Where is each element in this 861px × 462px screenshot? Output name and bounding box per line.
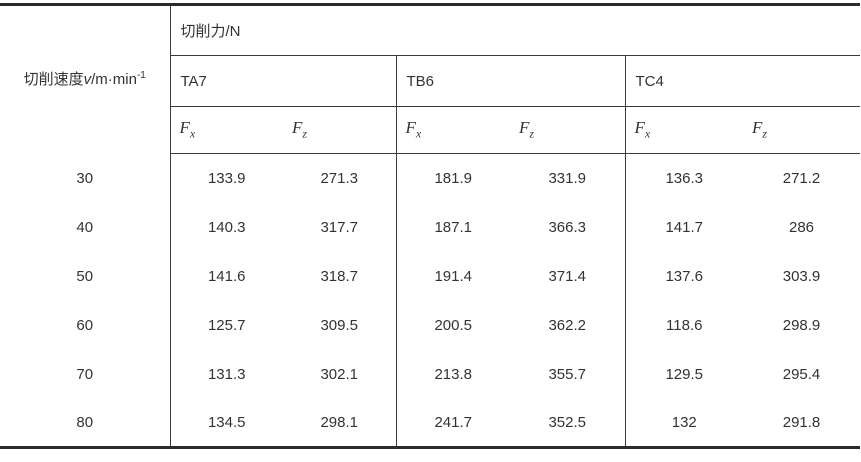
speed-header-cell: 切削速度v/m·min-1 (0, 4, 171, 154)
header-row-symbols: Fx Fz Fx Fz Fx Fz (0, 106, 861, 154)
ta7-fx-value: 134.5 (207, 413, 246, 431)
tb6-fz-value: 352.5 (548, 413, 587, 431)
tb6-fx-value: 191.4 (395, 251, 510, 301)
header-row-force: 切削速度v/m·min-1 切削力/N (0, 4, 861, 154)
tc4-fz-value: 303.9 (782, 267, 821, 285)
ta7-fx-value: 141.6 (207, 267, 246, 285)
tc4-fz-value: 295.4 (782, 365, 821, 383)
speed-exponent: -1 (136, 70, 146, 82)
fx-symbol-tb6: Fx (395, 106, 510, 154)
tb6-fx-value: 181.9 (395, 153, 510, 203)
tc4-fx-value: 141.7 (624, 202, 743, 252)
tb6-fx-value: 241.7 (395, 398, 510, 448)
speed-unit: /m·min (91, 71, 137, 89)
header-row-materials: TA7 TB6 TC4 (0, 55, 861, 107)
tb6-fz-value: 362.2 (548, 316, 587, 334)
speed-value: 50 (0, 251, 171, 301)
force-symbol: F (179, 118, 190, 138)
ta7-fz-value: 317.7 (320, 218, 359, 236)
material-header-tc4: TC4 (624, 55, 861, 107)
ta7-fx-value: 140.3 (207, 218, 246, 236)
table-row: 80 134.5 298.1 241.7 352.5 132 291.8 (0, 398, 860, 448)
table-row: 30 133.9 271.3 181.9 331.9 136.3 271.2 (0, 153, 860, 203)
speed-value: 70 (0, 349, 171, 399)
tb6-fz-value: 371.4 (548, 267, 587, 285)
tc4-fx-value: 118.6 (624, 300, 743, 350)
tc4-fz-value: 298.9 (782, 316, 821, 334)
subscript-x: x (189, 126, 196, 141)
material-header-tb6: TB6 (395, 55, 625, 107)
tb6-fx-value: 187.1 (395, 202, 510, 252)
fz-symbol-ta7: Fz (283, 106, 396, 154)
tc4-fz-value: 286 (788, 218, 815, 236)
fx-symbol-tc4: Fx (624, 106, 743, 154)
table-row: 40 140.3 317.7 187.1 366.3 141.7 286 (0, 202, 860, 252)
tb6-fx-value: 200.5 (395, 300, 510, 350)
tb6-fx-value: 213.8 (395, 349, 510, 399)
speed-value: 40 (0, 202, 171, 252)
tc4-fx-value: 136.3 (624, 153, 743, 203)
speed-variable: v (83, 71, 92, 89)
ta7-fx-value: 131.3 (207, 365, 246, 383)
subscript-x: x (644, 126, 651, 141)
subscript-z: z (762, 126, 768, 141)
force-symbol: F (519, 118, 530, 138)
tc4-fz-value: 291.8 (782, 413, 821, 431)
tc4-fz-value: 271.2 (782, 169, 821, 187)
fz-symbol-tc4: Fz (743, 106, 861, 154)
force-symbol: F (405, 118, 416, 138)
force-symbol: F (292, 118, 303, 138)
speed-value: 30 (0, 153, 171, 203)
table-row: 70 131.3 302.1 213.8 355.7 129.5 295.4 (0, 349, 860, 399)
fx-symbol-ta7: Fx (170, 106, 283, 154)
subscript-z: z (529, 126, 535, 141)
material-header-ta7: TA7 (170, 55, 396, 107)
ta7-fx-value: 125.7 (207, 316, 246, 334)
fz-symbol-tb6: Fz (510, 106, 625, 154)
speed-value: 60 (0, 300, 171, 350)
force-symbol: F (634, 118, 645, 138)
table-row: 60 125.7 309.5 200.5 362.2 118.6 298.9 (0, 300, 860, 350)
subscript-z: z (302, 126, 308, 141)
cutting-force-table: 切削速度v/m·min-1 切削力/N TA7 TB6 TC4 Fx Fz Fx… (0, 3, 861, 449)
ta7-fx-value: 133.9 (207, 169, 246, 187)
ta7-fz-value: 298.1 (320, 413, 359, 431)
force-header-cell: 切削力/N (170, 4, 861, 56)
subscript-x: x (415, 126, 422, 141)
ta7-fz-value: 309.5 (320, 316, 359, 334)
tb6-fz-value: 331.9 (548, 169, 587, 187)
ta7-fz-value: 302.1 (320, 365, 359, 383)
tc4-fx-value: 137.6 (624, 251, 743, 301)
tb6-fz-value: 366.3 (548, 218, 587, 236)
speed-header-text: 切削速度 (23, 71, 84, 89)
tc4-fx-value: 132 (624, 398, 743, 448)
table-row: 50 141.6 318.7 191.4 371.4 137.6 303.9 (0, 251, 860, 301)
tc4-fx-value: 129.5 (624, 349, 743, 399)
ta7-fz-value: 271.3 (320, 169, 359, 187)
ta7-fz-value: 318.7 (320, 267, 359, 285)
speed-value: 80 (0, 398, 171, 448)
force-symbol: F (752, 118, 763, 138)
tb6-fz-value: 355.7 (548, 365, 587, 383)
